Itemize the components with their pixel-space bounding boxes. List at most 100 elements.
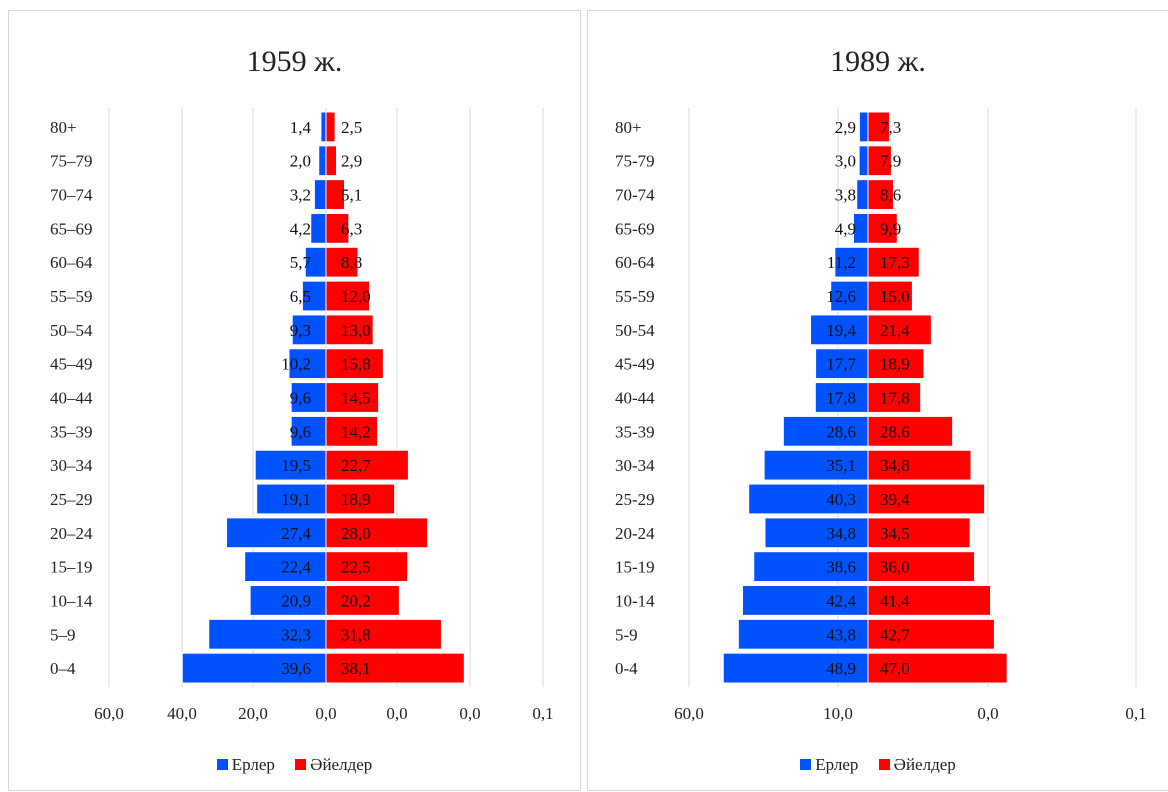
data-label-women: 13,0 [341,321,371,340]
data-label-men: 17,7 [826,355,856,374]
data-label-men: 10,2 [281,355,311,374]
data-label-women: 7,3 [880,118,901,137]
legend-label-men: Ерлер [815,755,859,774]
legend-swatch-men [216,759,228,770]
data-label-women: 14,5 [341,389,371,408]
data-label-women: 20,2 [341,591,371,610]
data-label-women: 22,7 [341,456,371,475]
data-label-women: 2,9 [341,152,362,171]
bar-men [737,618,869,650]
data-label-women: 17,3 [880,253,910,272]
y-tick-label: 65–69 [50,219,93,238]
data-label-men: 22,4 [281,558,311,577]
y-tick-label: 30–34 [50,456,93,475]
x-tick-label: 20,0 [238,704,268,723]
data-label-men: 9,6 [290,389,311,408]
bar-women [325,314,374,346]
data-label-men: 2,9 [835,118,856,137]
y-tick-label: 0-4 [615,659,638,678]
bar-women [867,280,913,312]
y-tick-label: 20-24 [615,524,655,543]
data-label-men: 2,0 [290,152,311,171]
data-label-men: 34,8 [826,524,856,543]
y-tick-label: 35-39 [615,422,655,441]
y-tick-label: 45-49 [615,355,655,374]
pyramid-chart-1959: 80+ 1,4 2,5 75–79 2,0 2,9 70–74 3,2 5,1 65–69 4,2 6… [50,108,554,723]
bar-men [320,111,327,143]
bar-women [867,449,972,481]
bar-men [181,652,327,684]
data-label-women: 15,0 [880,287,910,306]
y-tick-label: 5-9 [615,625,638,644]
bar-men [318,145,327,177]
legend-item-women: Әйелдер [295,755,372,775]
bar-men [858,111,869,143]
data-label-women: 34,5 [880,524,910,543]
bar-men [290,382,327,413]
bar-women [325,652,465,684]
bar-men [753,551,869,583]
bar-women [867,551,976,583]
y-tick-label: 60–64 [50,253,93,272]
y-tick-label: 40–44 [50,389,93,408]
pyramid-chart-1989: 80+ 2,9 7,3 75-79 3,0 7,9 70-74 3,8 8,6 65-69 4,9 9… [615,108,1147,723]
data-label-women: 36,0 [880,558,910,577]
legend-item-men: Ерлер [800,755,858,775]
chart-title-1959: 1959 ж. [246,45,343,78]
data-label-men: 28,6 [826,422,856,441]
bar-women [867,517,971,549]
data-label-men: 11,2 [827,253,856,272]
bar-women [325,212,350,244]
data-label-women: 6,3 [341,219,362,238]
bar-women [325,449,409,481]
data-label-men: 3,0 [835,152,856,171]
bar-women [325,382,380,413]
data-label-women: 2,5 [341,118,362,137]
bar-women [325,246,359,278]
bar-women [325,145,338,177]
y-tick-label: 10–14 [50,591,93,610]
bar-men [834,246,869,278]
legend-item-women: Әйелдер [878,755,956,775]
data-label-women: 22,5 [341,558,371,577]
y-tick-label: 80+ [50,118,77,137]
bar-men [858,145,869,177]
y-tick-label: 70-74 [615,186,655,205]
panel-1959: 1959 ж. 80+ 1,4 2,5 75–79 2,0 2,9 70–74 3,2 5,1 6… [8,10,581,791]
data-label-men: 9,6 [290,422,311,441]
data-label-men: 17,8 [826,389,856,408]
legend-label-men: Ерлер [231,755,275,774]
panel-1989: 1989 ж. 80+ 2,9 7,3 75-79 3,0 7,9 70-74 3,8 8,6 6… [587,10,1168,791]
y-tick-label: 15-19 [615,558,655,577]
legend-1959: Ерлер Әйелдер [9,755,580,775]
data-label-women: 38,1 [341,659,371,678]
data-label-women: 28,0 [341,524,371,543]
bar-women [325,415,379,447]
x-tick-label: 0,1 [532,704,553,723]
y-tick-label: 15–19 [50,558,93,577]
chart-title-1989: 1989 ж. [830,45,926,78]
data-label-women: 31,8 [341,625,371,644]
data-label-women: 14,2 [341,422,371,441]
x-tick-label: 0,0 [315,704,336,723]
y-tick-label: 5–9 [50,625,76,644]
bar-men [782,415,869,447]
bar-women [867,652,1008,684]
y-tick-label: 35–39 [50,422,93,441]
y-tick-label: 65-69 [615,219,655,238]
data-label-men: 38,6 [826,558,856,577]
data-label-men: 4,9 [835,219,856,238]
legend-label-women: Әйелдер [893,755,956,774]
data-label-men: 42,4 [826,591,856,610]
x-tick-label: 0,1 [1125,704,1146,723]
bar-men [226,517,327,549]
x-tick-label: 0,0 [459,704,480,723]
y-tick-label: 75–79 [50,152,93,171]
data-label-women: 18,9 [880,355,910,374]
y-tick-label: 70–74 [50,186,93,205]
bar-men [814,382,869,413]
data-label-men: 4,2 [290,219,311,238]
y-tick-label: 75-79 [615,152,655,171]
data-label-women: 17,8 [880,389,910,408]
